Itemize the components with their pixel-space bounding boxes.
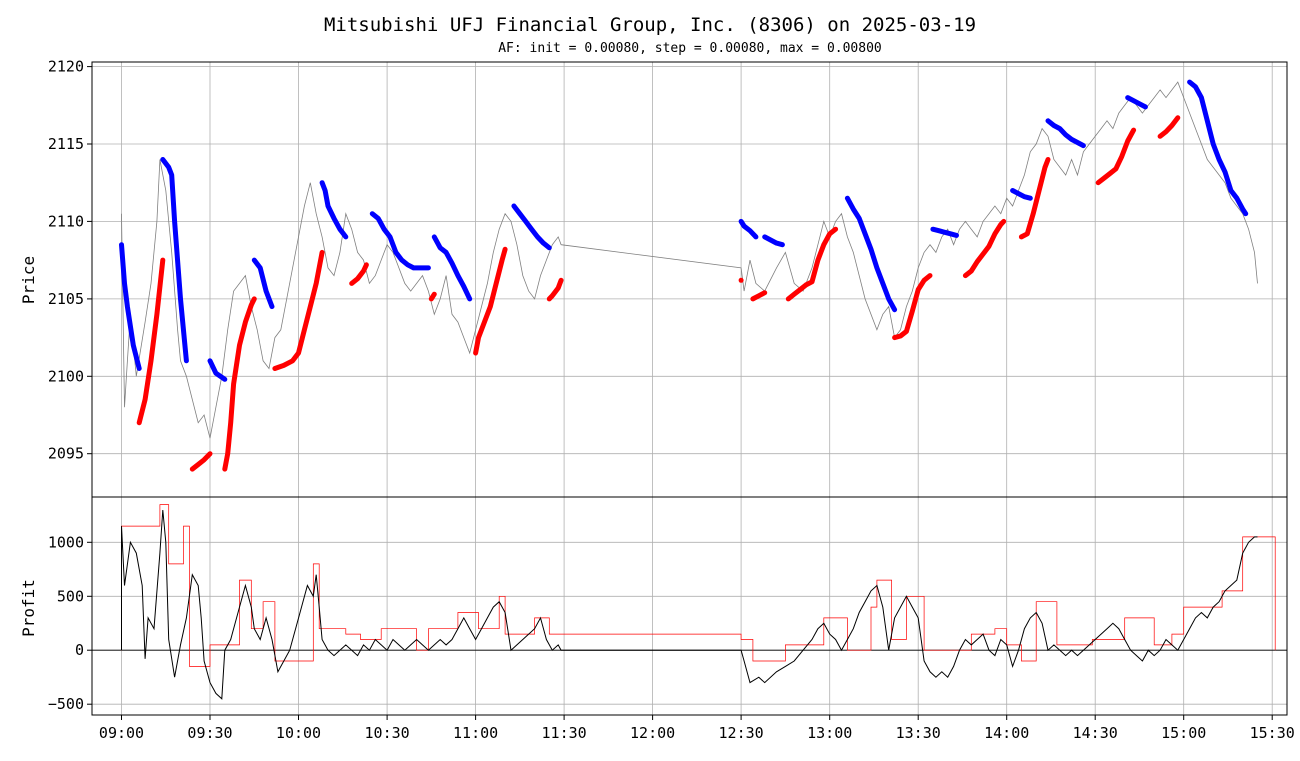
sar-segment [349,262,369,286]
profit-y-tick-label: 0 [75,641,84,659]
sar-segment [962,218,1007,279]
sar-segment [189,451,213,472]
sar-point [738,277,744,283]
x-axis: 09:00 09:30 10:00 10:30 11:00 11:30 12:00 12:30… [99,715,1295,742]
price-y-tick-label: 2110 [48,212,84,230]
sar-segment [428,291,437,302]
sar-segment [136,257,166,426]
x-tick-label: 13:00 [807,724,852,742]
profit-y-axis: −500 0 500 1000 [48,533,92,713]
price-y-label: Price [19,256,38,304]
x-tick-label: 10:00 [276,724,321,742]
profit-panel-frame [91,496,1288,716]
sar-segment [750,290,768,302]
locked-profit-line [121,504,1276,667]
price-panel: 2095 2100 2105 2110 2115 2120 Price [19,58,1288,498]
x-tick-label: 11:30 [542,724,587,742]
sar-segment [160,157,189,364]
profit-grid [92,497,1287,715]
x-tick-label: 15:00 [1161,724,1206,742]
sar-segment [251,257,275,310]
sar-segment [930,226,959,238]
sar-segment [546,277,564,302]
x-tick-label: 09:30 [187,724,232,742]
sar-segment [1018,157,1051,240]
profit-y-tick-label: 500 [57,587,84,605]
profit-y-tick-label: 1000 [48,533,84,551]
x-tick-label: 14:30 [1073,724,1118,742]
profit-series-line [121,509,1258,700]
x-tick-label: 12:00 [630,724,675,742]
chart-title: Mitsubishi UFJ Financial Group, Inc. (83… [324,14,976,36]
x-tick-label: 13:30 [896,724,941,742]
price-grid [92,62,1287,497]
price-panel-frame [91,61,1288,498]
price-y-axis: 2095 2100 2105 2110 2115 2120 [48,58,92,463]
sar-segment [222,296,257,472]
price-series-line [121,81,1258,439]
x-tick-label: 09:00 [99,724,144,742]
sar-segment [1045,118,1086,149]
sar-segment [473,246,508,356]
x-tick-label: 14:00 [984,724,1029,742]
profit-y-tick-label: −500 [48,695,84,713]
price-y-tick-label: 2105 [48,290,84,308]
sar-segment [511,203,552,251]
sar-segment [369,211,431,271]
profit-y-label: Profit [19,579,38,637]
sar-segment [1125,95,1148,110]
sar-segment [431,234,473,302]
sar-segment [1187,79,1249,217]
sar-segment [844,195,898,313]
price-y-tick-label: 2100 [48,367,84,385]
price-y-tick-label: 2115 [48,135,84,153]
sar-segment [1095,127,1137,186]
profit-panel: −500 0 500 1000 Profit [19,496,1288,716]
sar-segment [738,218,759,240]
x-tick-label: 12:30 [719,724,764,742]
price-y-tick-label: 2120 [48,58,84,76]
sar-segment [119,242,142,371]
sar-segment [1010,188,1033,201]
sar-segment [1157,115,1181,139]
x-tick-label: 11:00 [453,724,498,742]
sar-segment [785,226,839,302]
x-tick-label: 10:30 [365,724,410,742]
sar-up-series [136,115,1181,472]
sar-segment [207,358,228,382]
sar-segment [272,249,325,371]
sar-segment [892,273,933,341]
sar-segment [762,234,785,248]
price-y-tick-label: 2095 [48,445,84,463]
x-tick-label: 15:30 [1250,724,1295,742]
sar-segment [319,180,349,240]
chart-subtitle: AF: init = 0.00080, step = 0.00080, max … [498,41,882,56]
sar-down-series [119,79,1249,382]
